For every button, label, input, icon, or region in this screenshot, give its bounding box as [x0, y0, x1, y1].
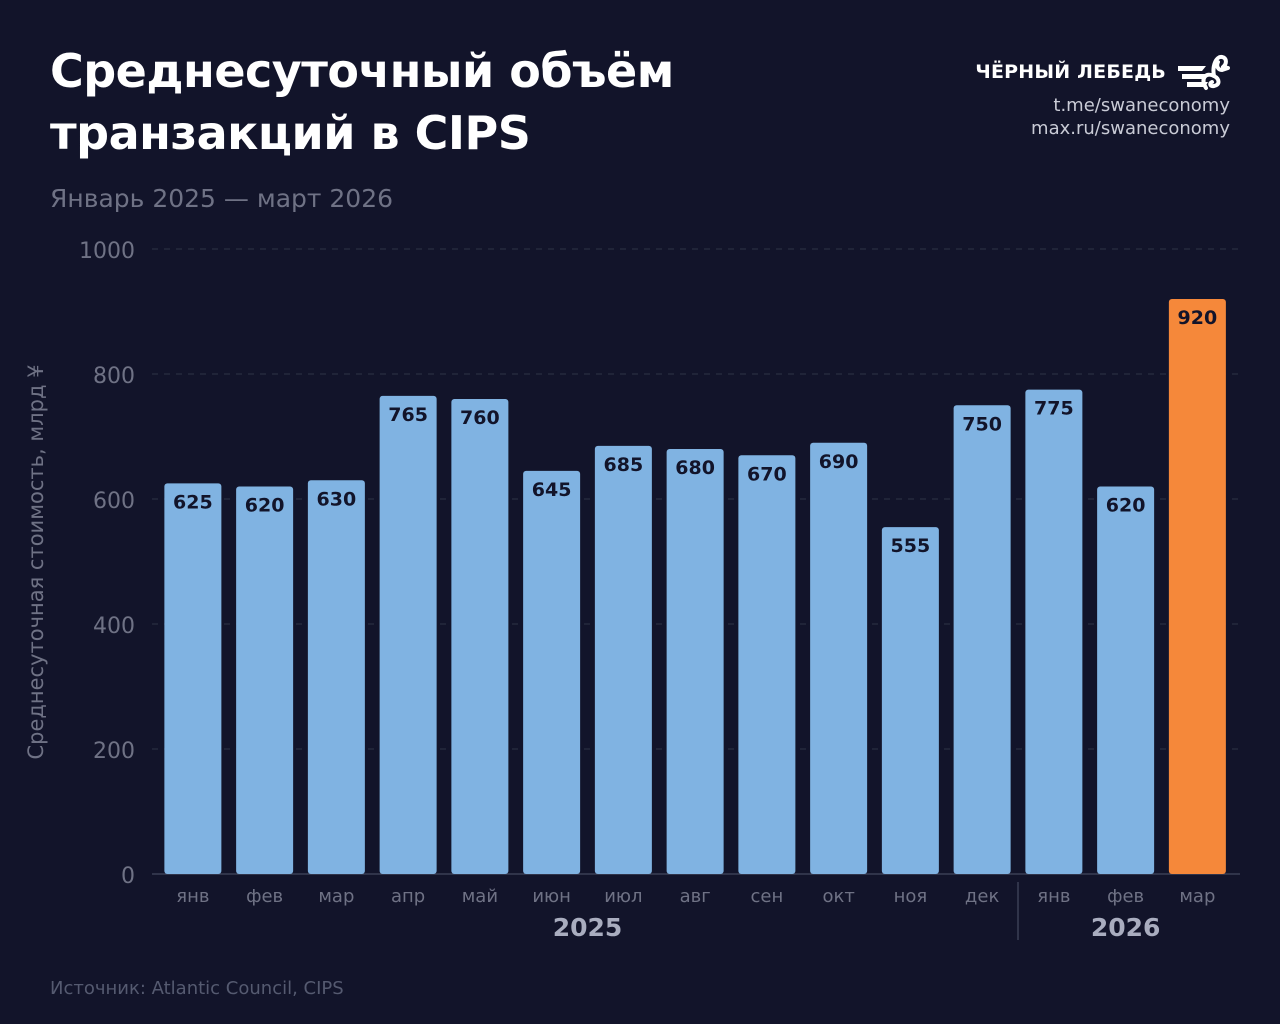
x-tick-label: сен [751, 886, 784, 907]
bar [666, 449, 724, 874]
x-tick-label: мар [1179, 886, 1215, 907]
data-label: 760 [460, 407, 500, 429]
y-tick-label: 200 [93, 739, 135, 764]
bar [1025, 389, 1083, 874]
data-label: 750 [962, 413, 1002, 435]
bar [1168, 299, 1226, 874]
bar [379, 395, 437, 874]
bar [164, 483, 222, 874]
data-label: 625 [173, 491, 213, 513]
bar [307, 480, 365, 874]
data-label: 620 [1106, 495, 1146, 517]
brand-header: ЧЁРНЫЙ ЛЕБЕДЬ [910, 50, 1230, 94]
brand-block: ЧЁРНЫЙ ЛЕБЕДЬ t.me/swaneconomy max.ru/sw… [910, 50, 1230, 140]
x-tick-label: фев [246, 886, 283, 907]
bar [594, 445, 652, 874]
x-tick-label: дек [965, 886, 1000, 907]
bar [1097, 486, 1155, 874]
y-tick-label: 400 [93, 614, 135, 639]
brand-link-max[interactable]: max.ru/swaneconomy [1031, 118, 1230, 139]
x-tick-label: июл [604, 886, 642, 907]
chart-subtitle: Январь 2025 — март 2026 [50, 184, 394, 213]
data-label: 680 [675, 457, 715, 479]
bar [451, 399, 509, 874]
source-note: Источник: Atlantic Council, CIPS [50, 978, 344, 999]
x-tick-label: июн [532, 886, 571, 907]
x-tick-label: фев [1107, 886, 1144, 907]
data-label: 645 [532, 479, 572, 501]
y-tick-label: 0 [121, 864, 135, 889]
y-tick-label: 800 [93, 364, 135, 389]
x-tick-label: ноя [894, 886, 928, 907]
data-label: 775 [1034, 398, 1074, 420]
chart-title-line-2: транзакций в CIPS [50, 106, 531, 160]
bar [738, 455, 796, 874]
data-label: 690 [819, 451, 859, 473]
brand-name: ЧЁРНЫЙ ЛЕБЕДЬ [975, 61, 1166, 83]
x-tick-label: авг [680, 886, 711, 907]
y-tick-label: 600 [93, 489, 135, 514]
data-label: 670 [747, 463, 787, 485]
x-tick-label: янв [176, 886, 209, 907]
x-tick-label: окт [822, 886, 854, 907]
bar [523, 470, 581, 874]
data-label: 920 [1178, 307, 1218, 329]
chart-title-line-1: Среднесуточный объём [50, 44, 674, 98]
bar [810, 442, 868, 874]
x-tick-label: апр [391, 886, 425, 907]
bar [881, 527, 939, 874]
bar [236, 486, 294, 874]
data-label: 630 [317, 488, 357, 510]
bar [953, 405, 1011, 874]
data-label: 620 [245, 495, 285, 517]
data-label: 765 [388, 404, 428, 426]
x-tick-label: май [462, 886, 498, 907]
x-tick-label: мар [318, 886, 354, 907]
x-group-label: 2026 [1091, 913, 1161, 942]
y-tick-label: 1000 [79, 239, 135, 264]
data-label: 555 [891, 535, 931, 557]
data-label: 685 [604, 454, 644, 476]
y-axis-label: Среднесуточная стоимость, млрд ¥ [24, 364, 48, 759]
brand-link-telegram[interactable]: t.me/swaneconomy [1053, 95, 1230, 116]
x-group-label: 2025 [553, 913, 623, 942]
x-tick-label: янв [1037, 886, 1070, 907]
swan-icon [1178, 55, 1230, 90]
chart-title: Среднесуточный объём транзакций в CIPS [50, 40, 810, 164]
